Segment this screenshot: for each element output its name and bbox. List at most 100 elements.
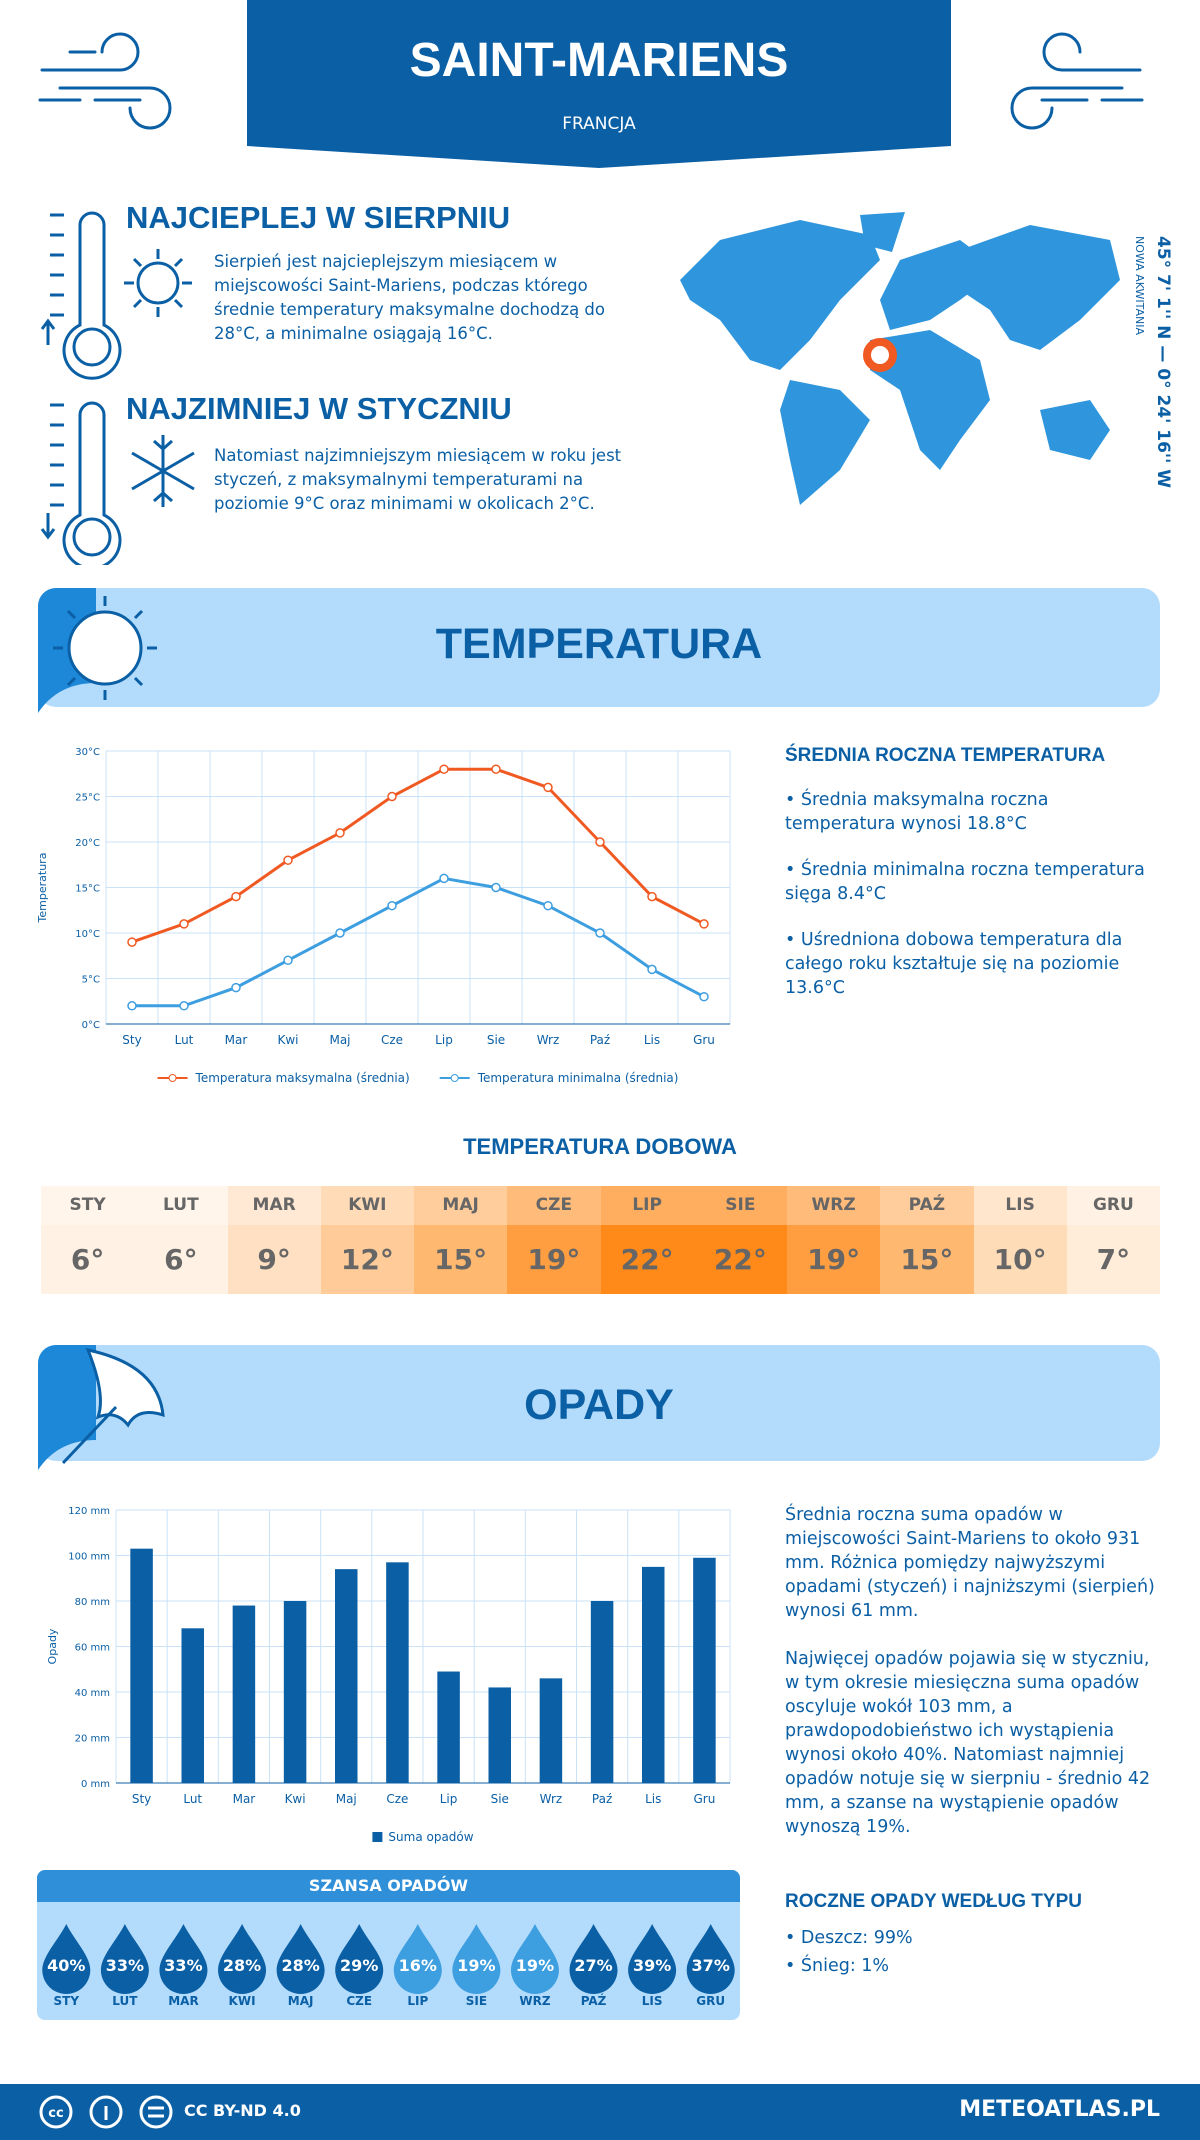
daily-column: MAJ 15° [414, 1186, 508, 1294]
bar [693, 1557, 716, 1783]
thermometer-hot-icon [40, 211, 192, 380]
x-tick-label: Mar [225, 1033, 248, 1047]
chance-drop [686, 1924, 735, 1994]
chance-drop [42, 1924, 91, 1994]
x-tick-label: Gru [693, 1792, 715, 1806]
daily-title: TEMPERATURA DOBOWA [463, 1134, 737, 1159]
daily-month: GRU [1066, 1186, 1160, 1225]
daily-value: 22° [713, 1243, 767, 1276]
chance-month: KWI [229, 1994, 256, 2008]
chance-drops: 40% STY 33% LUT 33% MAR 28% KWI 28% MAJ 29% CZE 16% L… [42, 1924, 735, 2008]
highlight-icons [40, 211, 195, 565]
wind-icon [1010, 32, 1144, 130]
point [543, 900, 553, 911]
y-tick-label: 25°C [75, 793, 100, 804]
summary-item: • Średnia maksymalna roczna temperatura … [785, 790, 1049, 834]
chance-value: 33% [106, 1956, 144, 1975]
bar [334, 1569, 358, 1783]
daily-month: STY [41, 1186, 135, 1225]
x-tick-label: Maj [336, 1792, 357, 1806]
line [132, 876, 705, 1008]
legend-swatch [372, 1832, 383, 1842]
point [283, 855, 293, 865]
country: FRANCJA [562, 114, 636, 134]
chance-month: GRU [696, 1994, 725, 2008]
chance-month: LUT [112, 1994, 138, 2008]
y-tick-label: 0 mm [81, 1779, 110, 1790]
x-tick-label: Lis [645, 1792, 661, 1806]
highlight-title: NAJCIEPLEJ W SIERPNIU [126, 200, 511, 235]
daily-column: GRU 7° [1066, 1186, 1160, 1294]
bar [130, 1548, 153, 1783]
point [699, 991, 709, 1002]
section-title: TEMPERATURA [435, 620, 763, 668]
x-tick-label: Lip [440, 1792, 458, 1806]
bar [539, 1678, 563, 1783]
highlight-text: Natomiast najzimniejszym miesiącem w rok… [214, 446, 622, 513]
y-axis-label: Opady [46, 1628, 59, 1664]
point [335, 828, 345, 838]
bar [437, 1671, 460, 1783]
bar [283, 1601, 307, 1783]
x-tick-label: Mar [233, 1792, 256, 1806]
daily-column: LIS 10° [973, 1186, 1067, 1294]
chance-month: LIP [407, 1994, 428, 2008]
precipitation-chart: 0 mm 20 mm 40 mm 60 mm 80 mm 100 mm 120 mm Sty L… [46, 1506, 731, 1844]
point [595, 837, 605, 847]
precipitation-text: Średnia roczna suma opadów w miejscowośc… [785, 1503, 1160, 1863]
chance-drop [510, 1924, 559, 1994]
daily-month: KWI [320, 1186, 414, 1225]
daily-column: CZE 19° [507, 1186, 601, 1294]
point [595, 928, 605, 938]
bar [232, 1605, 256, 1783]
point [387, 900, 397, 911]
types-item: • Deszcz: 99% [785, 1928, 913, 1948]
summary-list: • Średnia maksymalna roczna temperatura … [785, 788, 1160, 1022]
chance-drop [276, 1924, 325, 1994]
license: CC BY-ND 4.0 [184, 2101, 301, 2120]
chance-drop [628, 1924, 677, 1994]
daily-value: 15° [434, 1243, 488, 1276]
point [647, 891, 657, 902]
y-tick-label: 60 mm [75, 1643, 110, 1654]
legend-label: Temperatura minimalna (średnia) [477, 1071, 679, 1085]
chance-title: SZANSA OPADÓW [37, 1870, 740, 1902]
header-graphics: SAINT-MARIENS FRANCJA [38, 0, 1144, 168]
legend-swatch [450, 1074, 459, 1082]
chance-value: 27% [574, 1956, 612, 1975]
x-tick-label: Kwi [285, 1792, 306, 1806]
x-tick-label: Lut [183, 1792, 202, 1806]
point [231, 982, 241, 993]
chance-value: 33% [164, 1956, 202, 1975]
daily-value: 6° [164, 1243, 198, 1276]
chance-month: MAR [168, 1994, 198, 2008]
umbrella-icon [38, 1345, 165, 1470]
location-marker [863, 338, 897, 372]
types-item: • Śnieg: 1% [785, 1956, 890, 1976]
daily-month: SIE [693, 1186, 787, 1225]
point [439, 873, 449, 884]
x-tick-label: Cze [386, 1792, 408, 1806]
x-tick-label: Sie [491, 1792, 509, 1806]
x-tick-label: Lip [435, 1033, 453, 1047]
chance-month: SIE [466, 1994, 487, 2008]
daily-value: 10° [993, 1243, 1047, 1276]
bar [488, 1687, 512, 1783]
site: METEOATLAS.PL [959, 2097, 1160, 2122]
continents [680, 212, 1120, 505]
point [699, 919, 709, 929]
footer: cc CC BY-ND 4.0 METEOATLAS.PL [0, 2084, 1200, 2140]
x-tick-label: Wrz [537, 1033, 560, 1047]
sun-icon [38, 588, 157, 713]
bar [641, 1566, 665, 1783]
daily-month: LIS [973, 1186, 1067, 1225]
point [491, 882, 501, 893]
chance-month: PAŹ [581, 1993, 607, 2008]
highlight-title: NAJZIMNIEJ W STYCZNIU [126, 391, 512, 426]
x-tick-label: Lis [644, 1033, 660, 1047]
legend: Temperatura maksymalna (średnia) Temperat… [157, 1071, 679, 1085]
bar [181, 1628, 205, 1783]
daily-value: 9° [257, 1243, 291, 1276]
daily-value: 22° [620, 1243, 674, 1276]
x-tick-label: Kwi [277, 1033, 298, 1047]
